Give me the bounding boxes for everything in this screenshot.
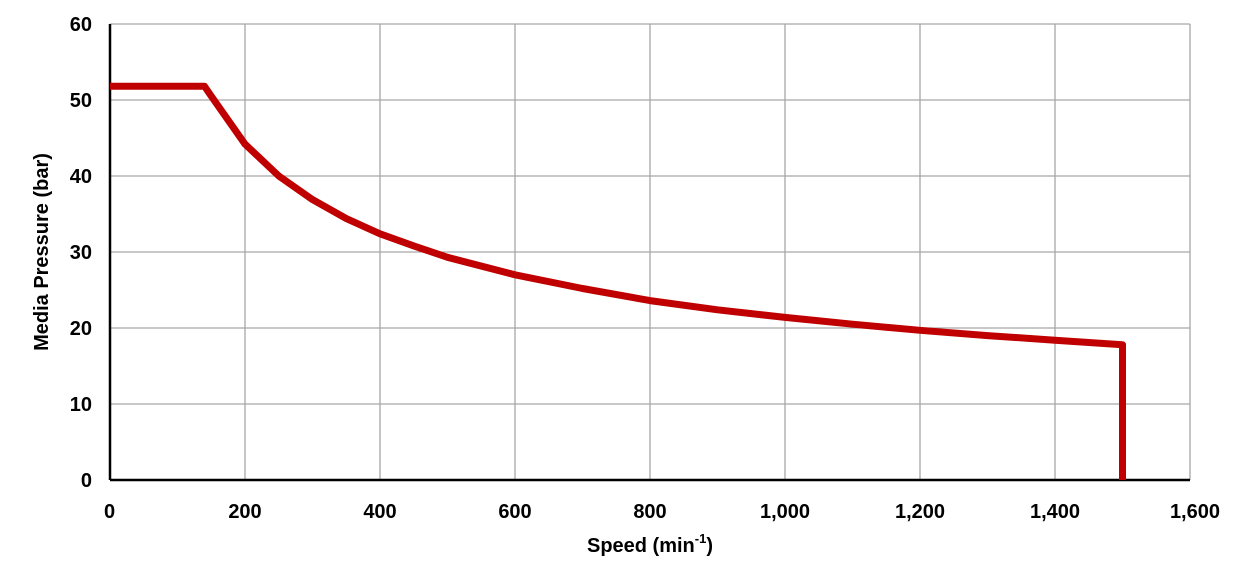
y-tick-label: 50: [70, 90, 92, 112]
x-tick-label: 1,400: [1030, 501, 1080, 523]
x-tick-label: 0: [104, 501, 115, 523]
gridlines: [110, 23, 1191, 480]
x-tick-label: 1,000: [760, 501, 810, 523]
x-tick-label: 600: [498, 501, 531, 523]
series-layer: [110, 82, 1126, 480]
x-tick-label: 800: [633, 501, 666, 523]
x-tick-label: 1,200: [895, 501, 945, 523]
y-tick-label: 40: [70, 166, 92, 188]
y-tick-label: 10: [70, 394, 92, 416]
x-tick-labels: 0 200 400 600 800 1,000 1,200 1,400 1,600: [104, 501, 1220, 523]
y-tick-label: 30: [70, 242, 92, 264]
x-axis-title: Speed (min-1): [587, 531, 713, 557]
y-tick-label: 0: [81, 470, 92, 492]
pressure-curve: [110, 82, 1126, 480]
y-tick-label: 60: [70, 14, 92, 36]
x-tick-label: 400: [363, 501, 396, 523]
axes: [108, 24, 1190, 482]
y-tick-label: 20: [70, 318, 92, 340]
y-axis-title: Media Pressure (bar): [31, 153, 53, 351]
x-tick-label: 1,600: [1170, 501, 1220, 523]
y-tick-labels: 0 10 20 30 40 50 60: [70, 14, 92, 492]
x-tick-label: 200: [228, 501, 261, 523]
